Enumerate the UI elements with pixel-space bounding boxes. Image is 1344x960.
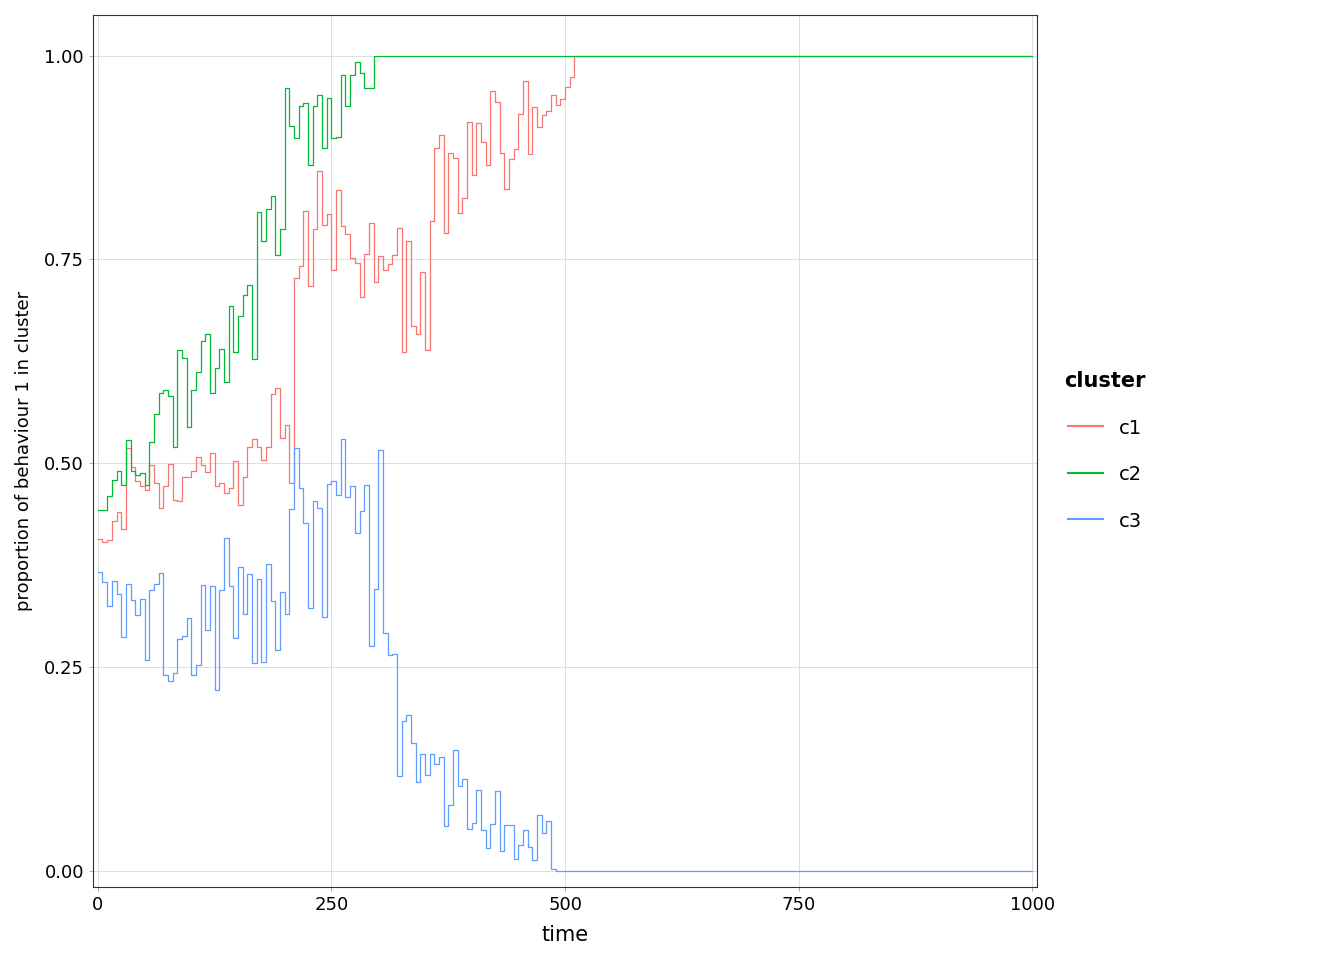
Y-axis label: proportion of behaviour 1 in cluster: proportion of behaviour 1 in cluster [15,291,34,611]
X-axis label: time: time [542,925,589,945]
Legend: c1, c2, c3: c1, c2, c3 [1056,363,1153,539]
